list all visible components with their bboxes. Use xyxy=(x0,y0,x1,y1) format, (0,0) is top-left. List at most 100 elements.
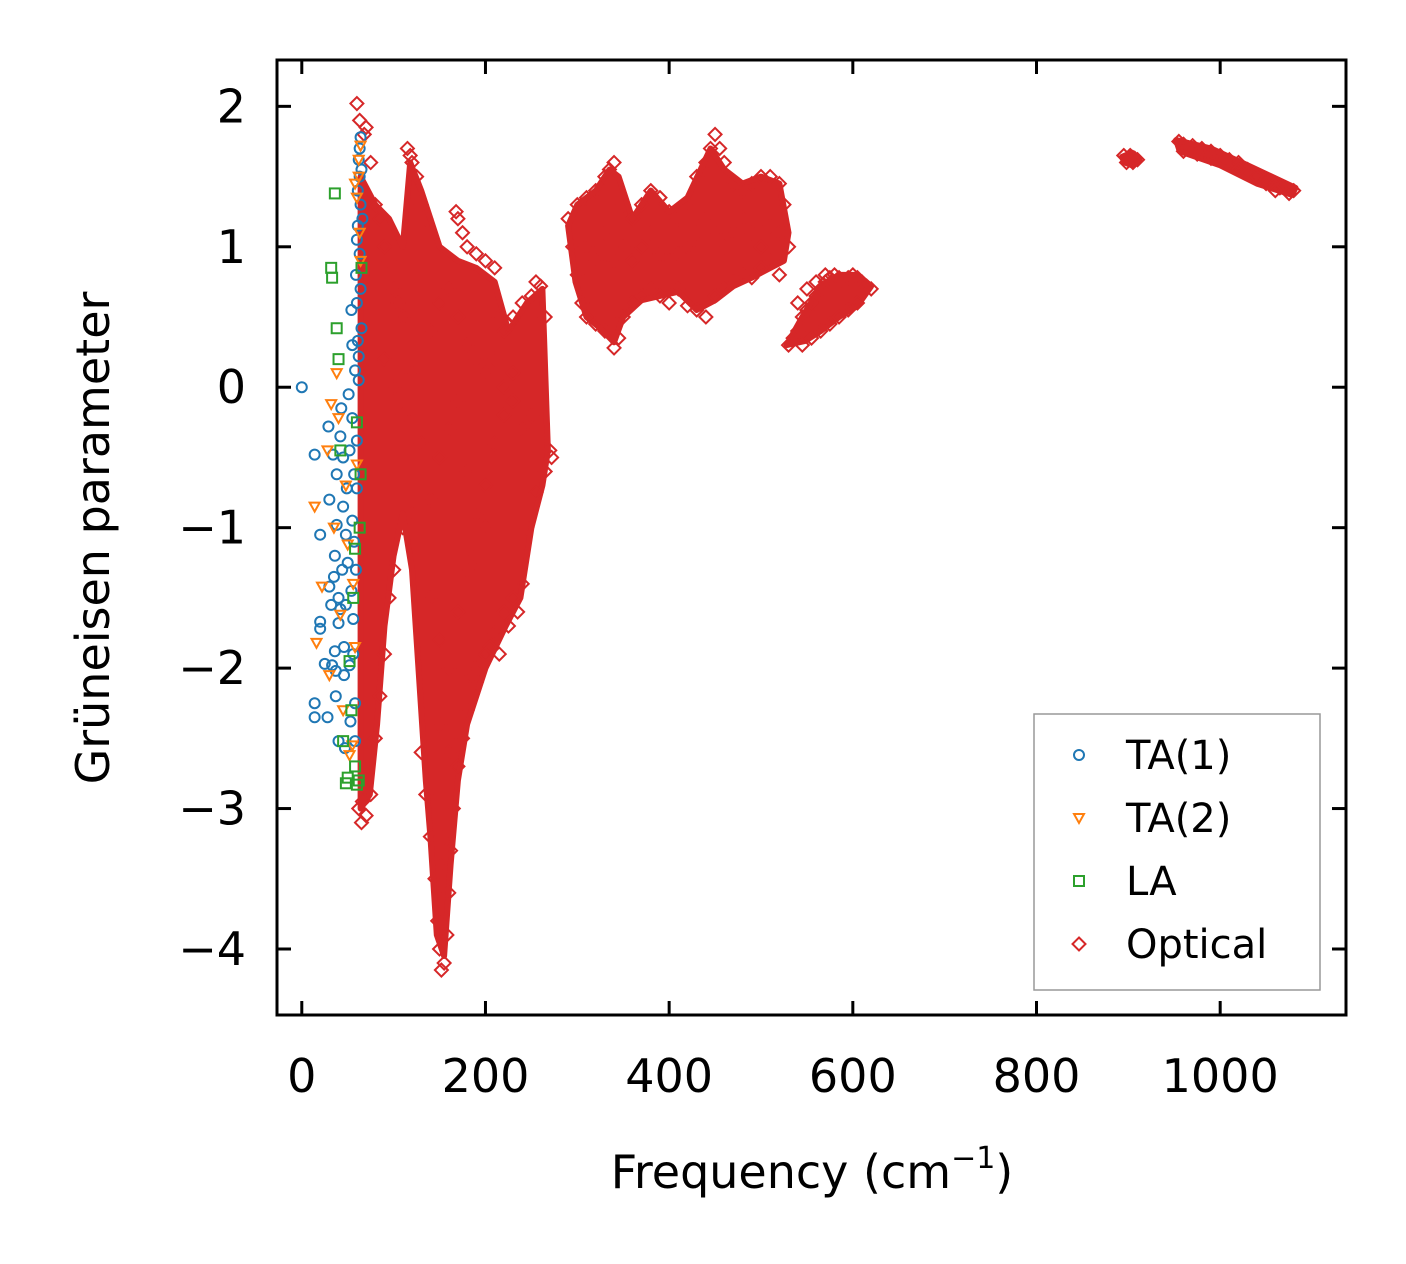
data-point xyxy=(454,224,471,241)
data-point xyxy=(771,224,788,241)
data-point xyxy=(1258,171,1275,188)
x-tick-label: 0 xyxy=(287,1049,316,1103)
data-point xyxy=(459,238,476,255)
data-point xyxy=(417,210,434,227)
data-point xyxy=(322,670,337,683)
data-point xyxy=(514,575,531,592)
data-point xyxy=(1244,168,1261,185)
legend-marker xyxy=(1071,936,1087,952)
data-point xyxy=(333,609,348,622)
data-point xyxy=(633,238,650,255)
data-point xyxy=(315,581,329,594)
legend-label: LA xyxy=(1126,859,1177,905)
data-point xyxy=(495,407,512,424)
data-point xyxy=(661,252,678,269)
x-tick-label: 600 xyxy=(809,1049,897,1103)
data-point xyxy=(402,147,419,164)
data-point xyxy=(436,828,453,845)
data-point xyxy=(491,646,508,662)
data-point xyxy=(350,459,364,472)
data-point xyxy=(523,288,540,304)
y-tick-labels: 2 1 0 −1 −2 −3 −4 xyxy=(178,79,246,976)
data-point xyxy=(394,407,411,424)
data-point xyxy=(314,622,327,635)
data-point xyxy=(578,189,595,206)
series-ta-1 xyxy=(295,131,369,755)
data-point xyxy=(491,309,508,325)
data-point xyxy=(610,330,627,346)
data-point xyxy=(358,119,374,136)
data-point xyxy=(670,281,687,297)
data-point xyxy=(661,295,678,311)
data-point xyxy=(468,245,485,262)
data-point xyxy=(1230,154,1247,171)
y-tick-label: −2 xyxy=(178,641,246,695)
dense-region-1 xyxy=(357,159,551,959)
data-point xyxy=(679,238,696,255)
data-point xyxy=(753,168,769,185)
data-point xyxy=(780,238,797,255)
data-point xyxy=(743,269,760,286)
data-point xyxy=(624,210,641,227)
data-point xyxy=(334,430,347,443)
data-point xyxy=(789,295,806,311)
data-point xyxy=(385,379,402,396)
data-point xyxy=(337,500,350,513)
data-point xyxy=(349,760,362,773)
data-point xyxy=(450,604,466,620)
x-axis-label: Frequency (cm−1) xyxy=(611,1141,1014,1199)
data-point xyxy=(606,252,622,269)
data-point xyxy=(355,163,368,176)
data-point xyxy=(327,570,340,583)
data-point xyxy=(716,238,733,255)
data-point xyxy=(477,519,494,536)
data-point xyxy=(445,800,462,817)
data-point xyxy=(353,521,366,534)
data-point xyxy=(404,365,420,382)
x-tick-labels: 0 200 400 600 800 1000 xyxy=(287,1049,1279,1103)
data-point xyxy=(347,591,360,604)
data-point xyxy=(821,316,838,332)
data-point xyxy=(330,518,343,531)
data-point xyxy=(661,203,678,220)
data-point xyxy=(707,288,723,304)
data-point xyxy=(486,625,503,641)
data-point xyxy=(422,491,439,508)
data-point xyxy=(325,261,338,274)
data-point xyxy=(771,266,788,283)
data-point xyxy=(652,288,668,304)
data-point xyxy=(341,539,355,552)
data-point xyxy=(431,716,448,733)
data-point xyxy=(345,740,360,753)
data-point xyxy=(537,463,554,480)
data-point xyxy=(762,217,779,234)
legend: TA(1) TA(2) LA Optical xyxy=(1033,713,1321,991)
data-point xyxy=(440,660,457,677)
data-point xyxy=(330,322,343,335)
data-point xyxy=(436,955,453,971)
data-point xyxy=(578,238,595,255)
data-point xyxy=(624,295,641,311)
data-point xyxy=(1249,168,1265,185)
data-point xyxy=(329,690,342,703)
data-point xyxy=(385,281,402,297)
series-ta-2 xyxy=(307,140,368,763)
data-point xyxy=(348,95,365,112)
data-point xyxy=(560,210,577,227)
y-tick-label: 1 xyxy=(217,220,246,274)
data-point xyxy=(725,224,742,241)
data-point xyxy=(327,522,341,535)
data-point xyxy=(486,351,503,368)
data-point xyxy=(587,316,604,332)
data-point xyxy=(587,252,604,269)
data-point xyxy=(532,278,549,295)
data-point xyxy=(343,655,356,668)
y-tick-label: −3 xyxy=(178,782,246,836)
data-point xyxy=(349,542,362,555)
data-point xyxy=(376,238,393,255)
data-point xyxy=(1189,146,1206,163)
data-point xyxy=(354,282,367,295)
data-point xyxy=(688,168,705,185)
data-point xyxy=(587,182,604,199)
data-point xyxy=(794,337,811,354)
